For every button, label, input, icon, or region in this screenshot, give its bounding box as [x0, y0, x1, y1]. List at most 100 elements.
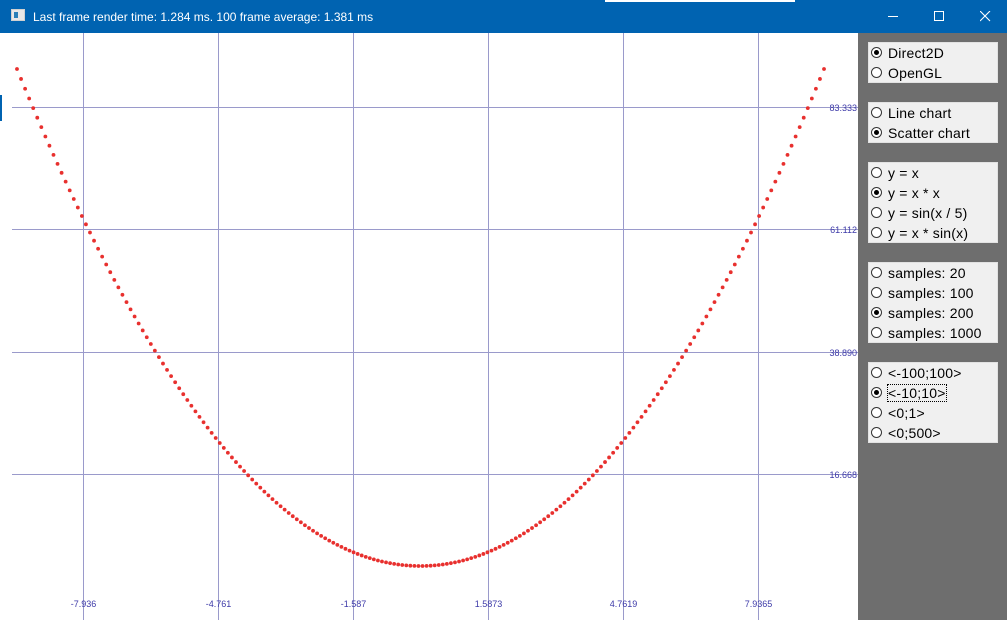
- radio-selected-icon[interactable]: [871, 387, 882, 398]
- radio-option[interactable]: OpenGL: [870, 63, 996, 83]
- data-point: [298, 520, 303, 525]
- data-point: [818, 77, 822, 81]
- radio-label[interactable]: y = x * x: [888, 185, 940, 201]
- radio-option[interactable]: Direct2D: [870, 43, 996, 63]
- data-point: [258, 485, 263, 490]
- radio-unselected-icon[interactable]: [871, 407, 882, 418]
- data-point: [696, 328, 701, 333]
- radio-label[interactable]: y = x * sin(x): [888, 225, 969, 241]
- window-title: Last frame render time: 1.284 ms. 100 fr…: [33, 10, 374, 24]
- data-point: [75, 205, 80, 210]
- radio-selected-icon[interactable]: [871, 127, 882, 138]
- data-point: [140, 328, 145, 333]
- radio-label[interactable]: Direct2D: [888, 45, 945, 61]
- data-point: [509, 538, 514, 543]
- data-point: [655, 392, 660, 397]
- data-point: [67, 188, 72, 193]
- radio-label[interactable]: Line chart: [888, 105, 952, 121]
- radio-selected-icon[interactable]: [871, 187, 882, 198]
- data-point: [688, 342, 693, 346]
- data-point: [392, 561, 397, 566]
- window-app-icon[interactable]: [11, 9, 25, 21]
- data-point: [396, 562, 401, 567]
- data-point: [797, 125, 802, 130]
- radio-label[interactable]: <-10;10>: [887, 384, 947, 402]
- data-point: [136, 321, 141, 326]
- radio-unselected-icon[interactable]: [871, 427, 882, 438]
- radio-label[interactable]: samples: 1000: [888, 325, 982, 341]
- data-point: [371, 557, 376, 562]
- data-point: [465, 557, 470, 562]
- radio-option[interactable]: <-10;10>: [870, 383, 996, 403]
- data-point: [100, 254, 105, 259]
- radio-label[interactable]: <-100;100>: [888, 365, 962, 381]
- radio-option[interactable]: y = x: [870, 163, 996, 183]
- data-point: [708, 307, 713, 312]
- data-point: [31, 106, 36, 111]
- minimize-button[interactable]: [870, 0, 916, 33]
- radio-label[interactable]: <0;500>: [888, 425, 941, 441]
- data-point: [607, 455, 611, 460]
- radio-unselected-icon[interactable]: [871, 227, 882, 238]
- radio-unselected-icon[interactable]: [871, 367, 882, 378]
- title-bar[interactable]: Last frame render time: 1.284 ms. 100 fr…: [0, 0, 1007, 33]
- radio-selected-icon[interactable]: [871, 307, 882, 318]
- data-point: [457, 559, 461, 564]
- data-point: [449, 561, 453, 566]
- radio-unselected-icon[interactable]: [871, 327, 882, 338]
- data-point: [424, 563, 429, 568]
- data-point: [615, 446, 620, 450]
- data-point: [647, 403, 652, 408]
- radio-option[interactable]: samples: 20: [870, 263, 996, 283]
- radio-option[interactable]: Line chart: [870, 103, 996, 123]
- radio-unselected-icon[interactable]: [871, 207, 882, 218]
- data-point: [712, 300, 717, 305]
- radio-unselected-icon[interactable]: [871, 67, 882, 78]
- radio-label[interactable]: samples: 20: [888, 265, 966, 281]
- radio-option[interactable]: Scatter chart: [870, 123, 996, 143]
- data-point: [169, 374, 173, 379]
- radio-option[interactable]: samples: 200: [870, 303, 996, 323]
- radio-option[interactable]: <0;500>: [870, 423, 996, 443]
- radio-option[interactable]: y = x * x: [870, 183, 996, 203]
- radio-option[interactable]: samples: 1000: [870, 323, 996, 343]
- data-point: [250, 477, 255, 482]
- maximize-button[interactable]: [916, 0, 962, 33]
- radio-option[interactable]: y = x * sin(x): [870, 223, 996, 243]
- radio-option[interactable]: <0;1>: [870, 403, 996, 423]
- data-point: [554, 507, 559, 512]
- radio-label[interactable]: y = sin(x / 5): [888, 205, 968, 221]
- radio-label[interactable]: Scatter chart: [888, 125, 970, 141]
- radio-unselected-icon[interactable]: [871, 267, 882, 278]
- radio-unselected-icon[interactable]: [871, 167, 882, 178]
- data-point: [315, 531, 319, 536]
- data-point: [157, 355, 161, 360]
- radio-unselected-icon[interactable]: [871, 287, 882, 298]
- radio-label[interactable]: y = x: [888, 165, 919, 181]
- radio-option[interactable]: samples: 100: [870, 283, 996, 303]
- radio-unselected-icon[interactable]: [871, 107, 882, 118]
- radio-label[interactable]: samples: 100: [888, 285, 974, 301]
- radio-label[interactable]: OpenGL: [888, 65, 943, 81]
- data-point: [15, 67, 19, 71]
- data-point: [124, 300, 129, 305]
- data-point: [380, 559, 384, 564]
- data-point: [189, 403, 194, 408]
- data-point: [331, 540, 336, 545]
- radio-option[interactable]: y = sin(x / 5): [870, 203, 996, 223]
- data-point: [582, 481, 587, 486]
- data-point: [672, 368, 676, 372]
- radio-label[interactable]: samples: 200: [888, 305, 974, 321]
- data-point: [286, 511, 291, 515]
- data-point: [724, 277, 729, 282]
- data-point: [700, 321, 705, 326]
- data-point: [116, 285, 121, 290]
- data-point: [785, 152, 790, 157]
- radio-label[interactable]: <0;1>: [888, 405, 925, 421]
- data-point: [282, 507, 287, 512]
- radio-option[interactable]: <-100;100>: [870, 363, 996, 383]
- radio-selected-icon[interactable]: [871, 47, 882, 58]
- close-button[interactable]: [962, 0, 1007, 33]
- chart-area[interactable]: -7.936 -4.761 -1.587 1.5873 4.7619 7.9365 83.…: [0, 33, 858, 620]
- x-tick-label: 1.5873: [475, 599, 503, 609]
